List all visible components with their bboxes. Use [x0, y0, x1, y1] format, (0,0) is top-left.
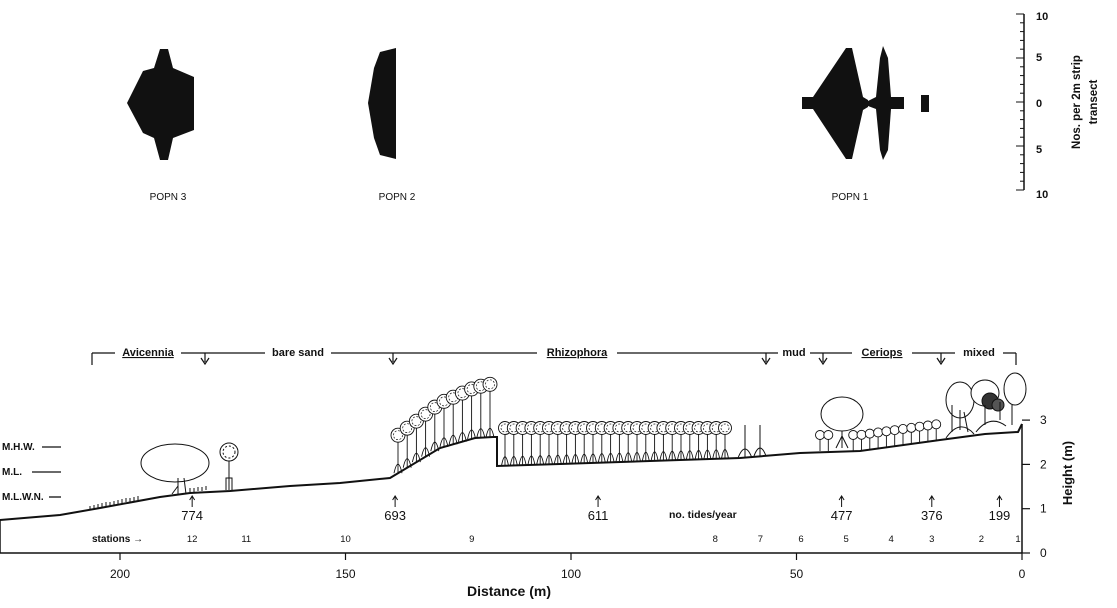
tide-level-mlwn: M.L.W.N.: [2, 492, 44, 503]
kite-scale-tick: 0: [1036, 98, 1042, 110]
y-tick-label: 0: [1040, 546, 1047, 560]
station-number: 8: [713, 534, 718, 545]
y-axis: 0 1 2 3 Height (m): [1022, 413, 1075, 560]
ground-profile: [0, 424, 1022, 553]
station-number: 6: [798, 534, 803, 545]
station-number: 11: [241, 534, 251, 545]
tide-count-value: 477: [831, 508, 853, 523]
popn2-label: POPN 2: [379, 192, 416, 203]
stations: stations → 12 11 10 9 8 7 6 5 4 3 2 1: [92, 534, 1021, 545]
kite-scale-tick: 5: [1036, 144, 1042, 156]
zone-mud: mud: [782, 347, 805, 359]
tide-count-value: 376: [921, 508, 943, 523]
kite-scale: 10 5 0 5 10 Nos. per 2m strip transect: [1016, 11, 1100, 201]
zone-avicennia: Avicennia: [122, 347, 174, 359]
popn1-kite-a: [802, 48, 868, 159]
station-number: 5: [843, 534, 848, 545]
station-number: 12: [187, 534, 198, 545]
popn1-label: POPN 1: [832, 192, 869, 203]
popn3-label: POPN 3: [150, 192, 187, 203]
kite-scale-label: Nos. per 2m strip: [1071, 55, 1083, 149]
kite-scale-tick: 10: [1036, 11, 1048, 23]
station-number: 3: [929, 534, 934, 545]
popn2-kite: [368, 48, 396, 159]
station-number: 10: [340, 534, 351, 545]
tide-level-ml: M.L.: [2, 467, 22, 478]
zone-ceriops: Ceriops: [862, 347, 903, 359]
y-tick-label: 3: [1040, 413, 1047, 427]
zone-rhizophora: Rhizophora: [547, 347, 608, 359]
tide-count: 611: [588, 496, 609, 523]
y-axis-label: Height (m): [1060, 441, 1075, 505]
ceriops-tree-crown: [821, 397, 863, 431]
tides-per-year-label: no. tides/year: [669, 509, 737, 521]
popn1-kite-b: [868, 46, 904, 160]
x-tick-label: 150: [335, 567, 355, 581]
zone-mixed: mixed: [963, 347, 995, 359]
popn3-kite: [127, 49, 194, 160]
station-number: 4: [889, 534, 894, 545]
tide-levels: M.H.W. M.L. M.L.W.N.: [2, 442, 61, 503]
x-tick-label: 100: [561, 567, 581, 581]
zone-labels: Avicennia bare sand Rhizophora mud Cerio…: [115, 345, 1003, 359]
tide-count: 477: [831, 496, 853, 523]
tide-count: 199: [989, 496, 1011, 523]
avicennia-tree-crown: [141, 444, 209, 482]
tide-count: 376: [921, 496, 943, 523]
kite-scale-label: transect: [1088, 79, 1100, 124]
stations-label: stations →: [92, 534, 143, 545]
x-tick-label: 50: [790, 567, 804, 581]
y-tick-label: 1: [1040, 502, 1047, 516]
x-axis-label: Distance (m): [467, 583, 551, 599]
zone-bare-sand: bare sand: [272, 347, 324, 359]
y-tick-label: 2: [1040, 457, 1047, 471]
station-number: 1: [1015, 534, 1020, 545]
tide-level-mhw: M.H.W.: [2, 442, 35, 453]
tide-count-value: 611: [588, 508, 609, 523]
tide-count-value: 693: [384, 508, 406, 523]
tide-count: 693: [384, 496, 406, 523]
popn1-kite-c: [921, 95, 929, 112]
x-axis: 200 150 100 50 0 Distance (m): [110, 553, 1026, 599]
vegetation: [141, 373, 1026, 494]
population-kites: POPN 3 POPN 2 POPN 1: [127, 46, 929, 203]
kite-scale-tick: 10: [1036, 189, 1048, 201]
station-number: 9: [469, 534, 474, 545]
tide-count-value: 774: [181, 508, 203, 523]
kite-scale-tick: 5: [1036, 52, 1042, 64]
station-number: 7: [758, 534, 763, 545]
tide-count: 774: [181, 496, 203, 523]
x-tick-label: 200: [110, 567, 130, 581]
tide-count-value: 199: [989, 508, 1011, 523]
x-tick-label: 0: [1019, 567, 1026, 581]
station-number: 2: [979, 534, 984, 545]
tides-per-year: 774 693 611 477 376 199 no. tides/year: [181, 496, 1010, 523]
